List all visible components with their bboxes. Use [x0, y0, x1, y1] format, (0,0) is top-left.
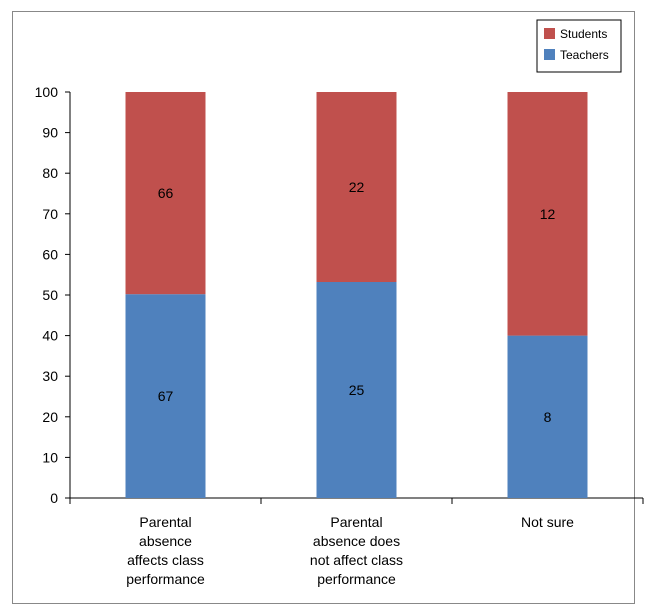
category-label-line: Parental — [139, 514, 191, 530]
labels: 67 66 Parental absence affects class performa… — [126, 179, 574, 587]
y-tick-label: 10 — [42, 449, 58, 465]
legend-swatch-teachers — [544, 49, 555, 60]
bar-students-2 — [507, 92, 588, 336]
data-label-students-1: 22 — [349, 179, 365, 195]
data-label-teachers-0: 67 — [158, 388, 174, 404]
category-label-1: Parental absence does not affect class perf… — [310, 514, 403, 587]
category-label-line: absence — [139, 533, 192, 549]
category-label-line: affects class — [127, 552, 204, 568]
bar-teachers-0 — [125, 294, 206, 498]
category-label-line: absence does — [313, 533, 400, 549]
legend-label-students: Students — [560, 27, 607, 41]
y-tick-label: 50 — [42, 287, 58, 303]
legend: Students Teachers — [536, 19, 622, 73]
y-tick-label: 100 — [35, 84, 59, 100]
y-tick-label: 0 — [50, 490, 58, 506]
y-tick-label: 20 — [42, 409, 58, 425]
category-label-line: performance — [126, 571, 205, 587]
y-tick-label: 70 — [42, 206, 58, 222]
bar-students-1 — [316, 92, 397, 283]
category-label-line: Parental — [330, 514, 382, 530]
category-label-2: Not sure — [521, 514, 574, 530]
data-label-students-2: 12 — [540, 206, 556, 222]
y-tick-label: 40 — [42, 328, 58, 344]
bar-teachers-1 — [316, 282, 397, 498]
category-label-line: not affect class — [310, 552, 403, 568]
category-label-line: Not sure — [521, 514, 574, 530]
bar-teachers-2 — [507, 335, 588, 498]
category-label-line: performance — [317, 571, 396, 587]
y-tick-label: 90 — [42, 125, 58, 141]
data-label-teachers-2: 8 — [544, 409, 552, 425]
bar-students-0 — [125, 92, 206, 295]
y-tick-label: 60 — [42, 246, 58, 262]
category-label-0: Parental absence affects class performance — [126, 514, 205, 587]
bars — [125, 92, 588, 498]
legend-swatch-students — [544, 28, 555, 39]
data-label-teachers-1: 25 — [349, 382, 365, 398]
y-tick-label: 30 — [42, 368, 58, 384]
y-tick-label: 80 — [42, 165, 58, 181]
data-label-students-0: 66 — [158, 185, 174, 201]
legend-label-teachers: Teachers — [560, 48, 609, 62]
